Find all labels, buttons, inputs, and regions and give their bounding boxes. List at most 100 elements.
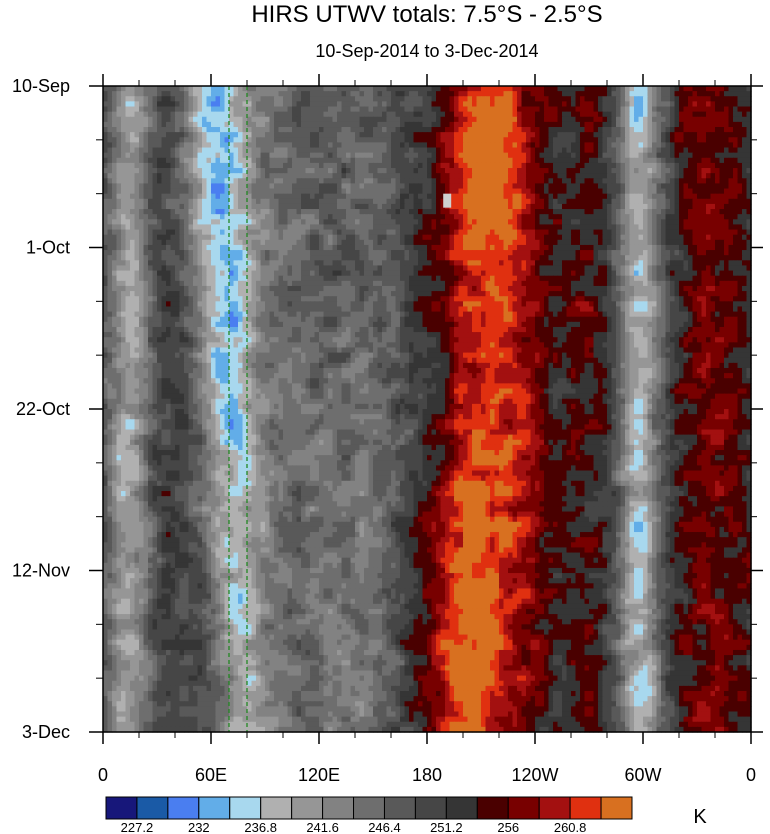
heatmap-cell: [472, 122, 477, 128]
heatmap-cell: [702, 137, 707, 143]
heatmap-cell: [166, 132, 171, 138]
heatmap-cell: [729, 142, 734, 148]
heatmap-cell: [472, 112, 477, 118]
heatmap-cell: [724, 122, 729, 128]
heatmap-cell: [459, 96, 464, 102]
heatmap-cell: [715, 127, 720, 133]
heatmap-cell: [198, 101, 203, 107]
heatmap-cell: [666, 96, 671, 102]
heatmap-cell: [643, 107, 648, 113]
heatmap-cell: [180, 158, 185, 164]
heatmap-cell: [576, 117, 581, 123]
heatmap-cell: [180, 137, 185, 143]
heatmap-cell: [711, 112, 716, 118]
heatmap-cell: [121, 107, 126, 113]
heatmap-cell: [441, 127, 446, 133]
heatmap-cell: [490, 132, 495, 138]
heatmap-cell: [180, 86, 185, 92]
heatmap-cell: [405, 107, 410, 113]
heatmap-cell: [697, 137, 702, 143]
heatmap-cell: [405, 101, 410, 107]
heatmap-cell: [382, 148, 387, 154]
heatmap-cell: [544, 86, 549, 92]
heatmap-cell: [139, 91, 144, 97]
heatmap-cell: [643, 101, 648, 107]
heatmap-cell: [189, 142, 194, 148]
heatmap-cell: [247, 91, 252, 97]
heatmap-cell: [189, 158, 194, 164]
heatmap-cell: [711, 127, 716, 133]
heatmap-cell: [598, 122, 603, 128]
heatmap-cell: [121, 137, 126, 143]
heatmap-cell: [351, 153, 356, 159]
heatmap-cell: [193, 127, 198, 133]
heatmap-cell: [387, 117, 392, 123]
hovmoller-chart: HIRS UTWV totals: 7.5°S - 2.5°S 10-Sep-2…: [0, 0, 770, 834]
heatmap-cell: [207, 132, 212, 138]
heatmap-cell: [103, 117, 108, 123]
heatmap-cell: [684, 91, 689, 97]
heatmap-cell: [216, 101, 221, 107]
heatmap-cell: [661, 96, 666, 102]
heatmap-cell: [558, 91, 563, 97]
heatmap-cell: [378, 132, 383, 138]
heatmap-cell: [373, 96, 378, 102]
heatmap-cell: [414, 122, 419, 128]
heatmap-cell: [499, 153, 504, 159]
heatmap-cell: [540, 122, 545, 128]
heatmap-cell: [468, 112, 473, 118]
heatmap-cell: [688, 91, 693, 97]
heatmap-cell: [148, 137, 153, 143]
heatmap-cell: [657, 117, 662, 123]
heatmap-cell: [135, 96, 140, 102]
heatmap-cell: [297, 96, 302, 102]
heatmap-cell: [594, 153, 599, 159]
heatmap-cell: [130, 132, 135, 138]
heatmap-cell: [216, 117, 221, 123]
heatmap-cell: [432, 117, 437, 123]
heatmap-cell: [472, 86, 477, 92]
heatmap-cell: [423, 148, 428, 154]
heatmap-cell: [594, 86, 599, 92]
heatmap-cell: [378, 122, 383, 128]
heatmap-cell: [522, 122, 527, 128]
heatmap-cell: [238, 101, 243, 107]
heatmap-cell: [157, 142, 162, 148]
heatmap-cell: [738, 127, 743, 133]
heatmap-cell: [490, 101, 495, 107]
heatmap-cell: [508, 112, 513, 118]
heatmap-cell: [621, 101, 626, 107]
heatmap-cell: [405, 148, 410, 154]
heatmap-cell: [661, 122, 666, 128]
heatmap-cell: [702, 112, 707, 118]
heatmap-cell: [355, 132, 360, 138]
heatmap-cell: [193, 122, 198, 128]
heatmap-cell: [697, 132, 702, 138]
heatmap-cell: [315, 148, 320, 154]
heatmap-cell: [139, 96, 144, 102]
heatmap-cell: [355, 107, 360, 113]
heatmap-cell: [661, 91, 666, 97]
heatmap-cell: [495, 96, 500, 102]
heatmap-cell: [607, 142, 612, 148]
heatmap-cell: [598, 153, 603, 159]
heatmap-cell: [486, 148, 491, 154]
heatmap-cell: [688, 112, 693, 118]
heatmap-cell: [369, 91, 374, 97]
heatmap-cell: [738, 153, 743, 159]
heatmap-cell: [360, 112, 365, 118]
heatmap-cell: [450, 91, 455, 97]
heatmap-cell: [247, 96, 252, 102]
heatmap-cell: [706, 101, 711, 107]
heatmap-cell: [171, 112, 176, 118]
heatmap-cell: [585, 107, 590, 113]
heatmap-cell: [571, 127, 576, 133]
heatmap-cell: [724, 96, 729, 102]
heatmap-cell: [139, 137, 144, 143]
heatmap-cell: [297, 127, 302, 133]
heatmap-cell: [310, 142, 315, 148]
heatmap-cell: [535, 137, 540, 143]
heatmap-cell: [382, 91, 387, 97]
heatmap-cell: [486, 96, 491, 102]
heatmap-cell: [310, 137, 315, 143]
